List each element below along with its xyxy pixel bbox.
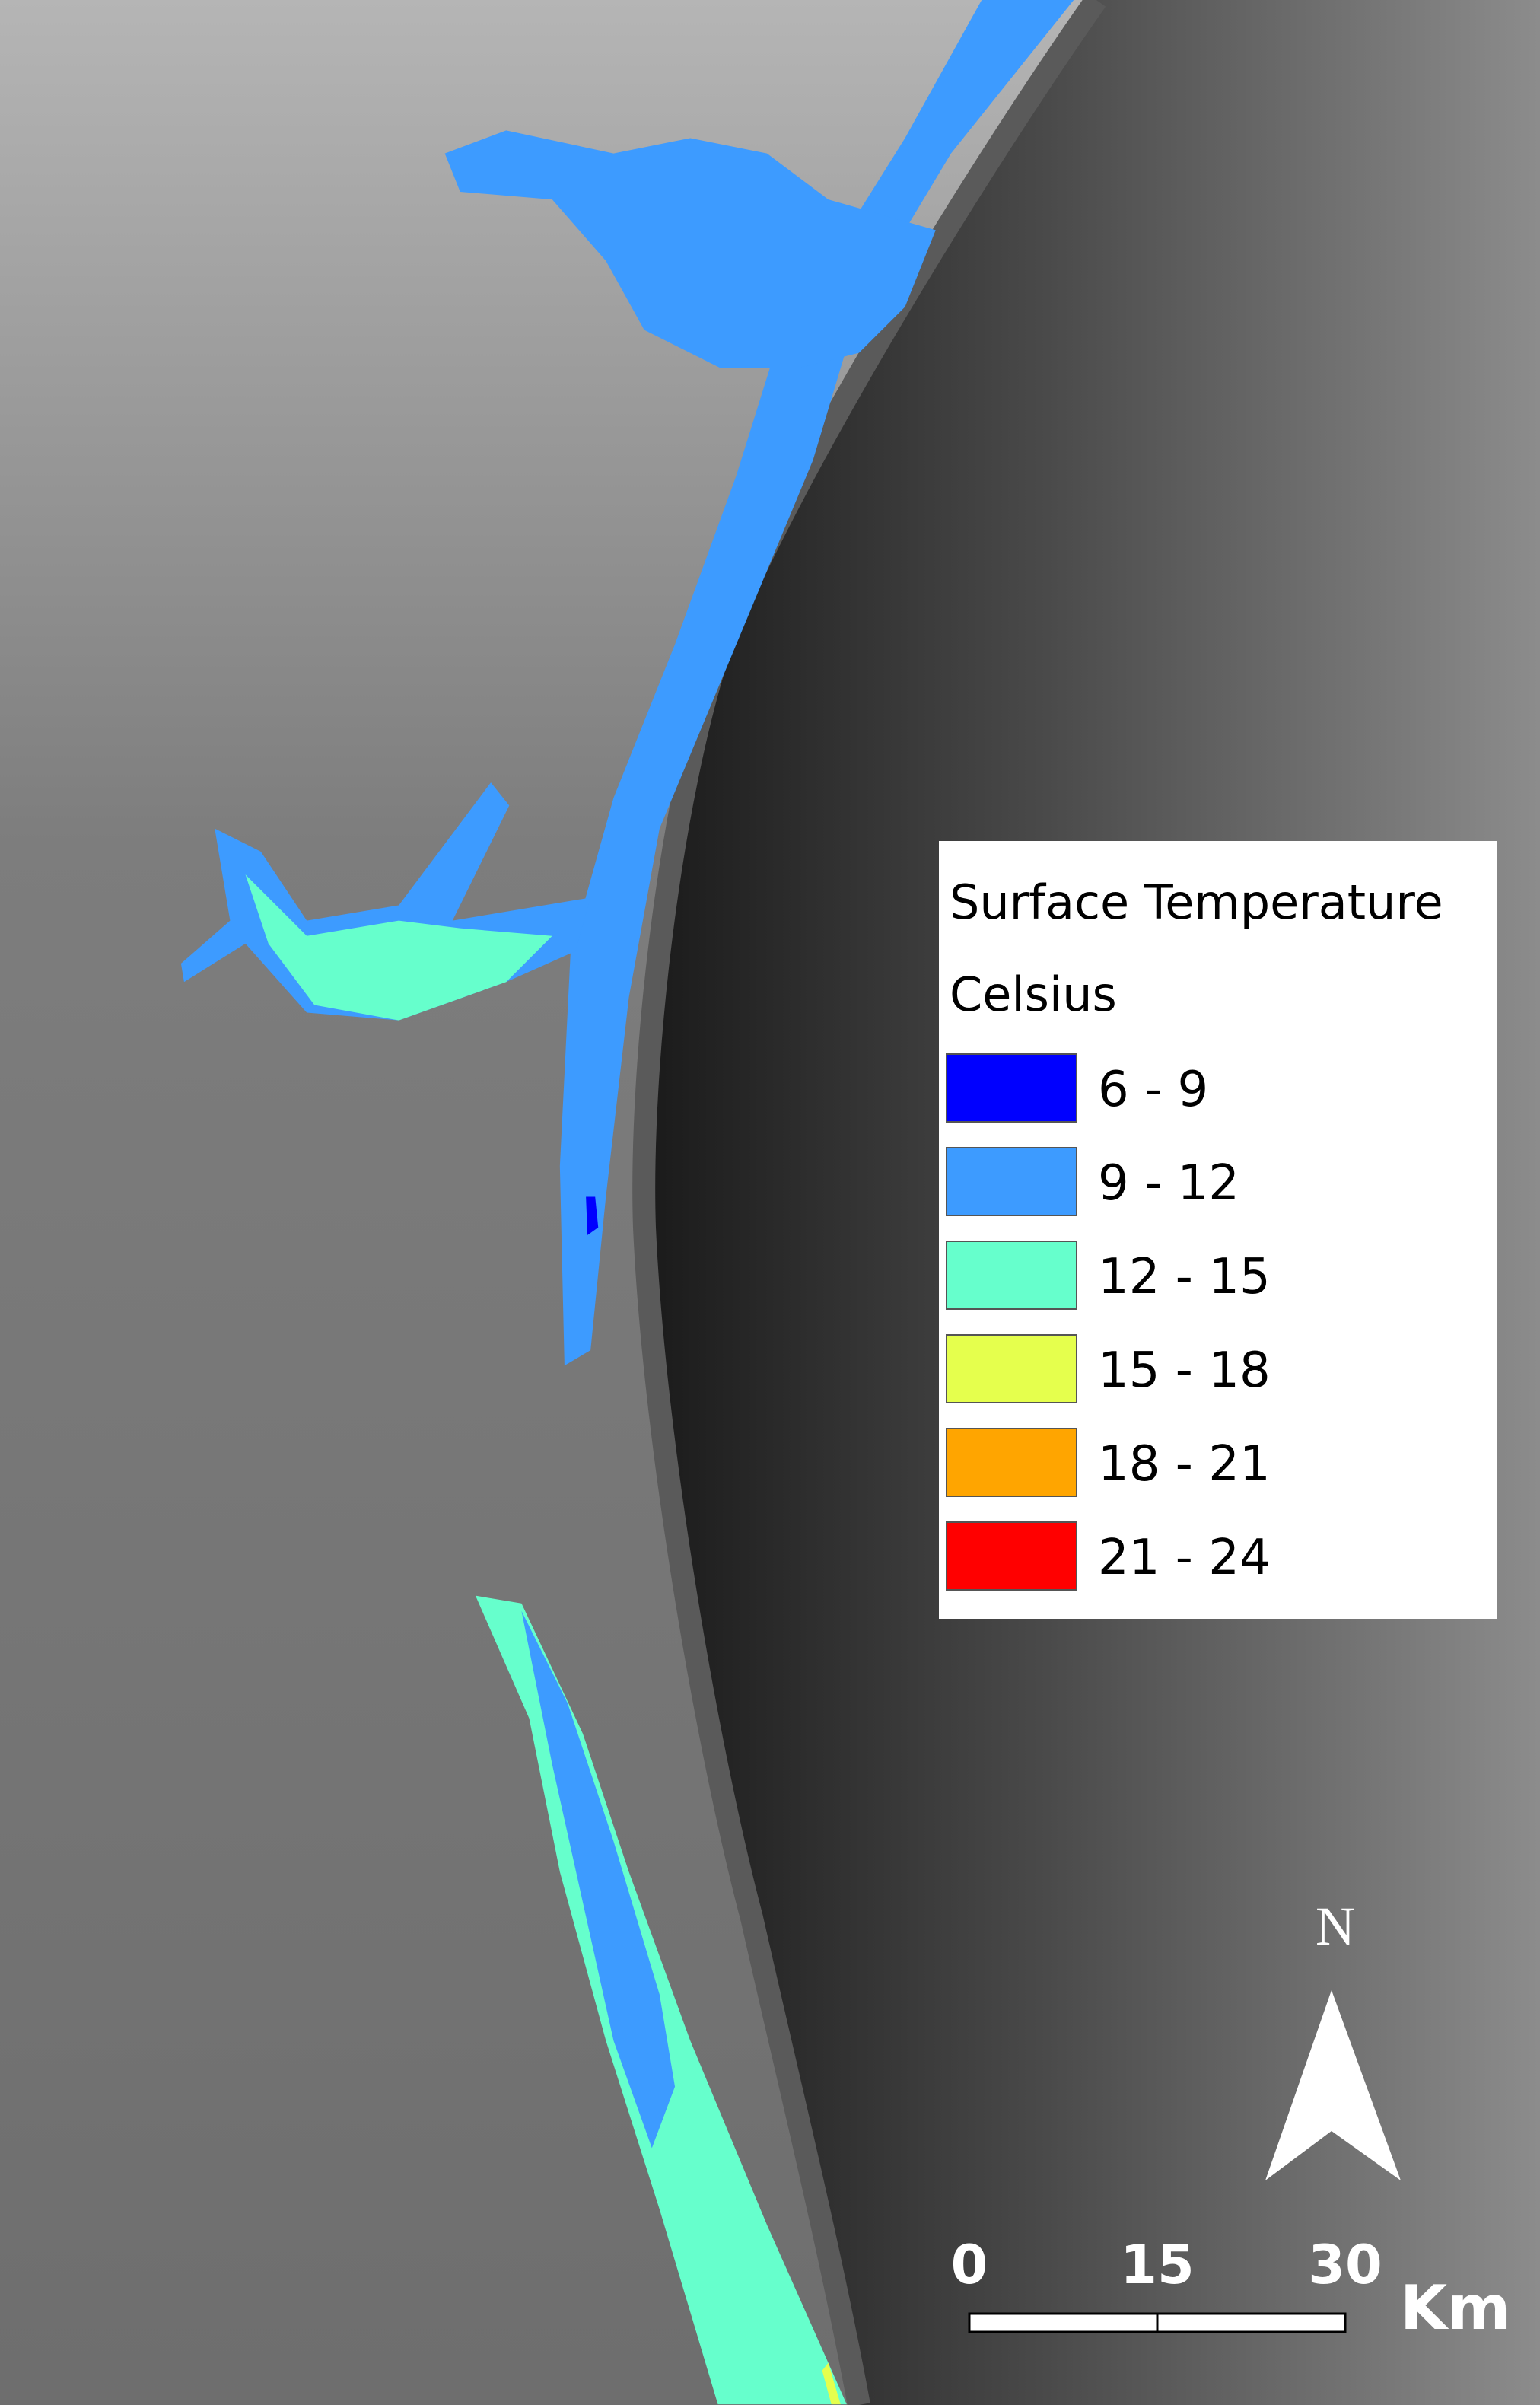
legend-label: 12 - 15 <box>1098 1249 1271 1305</box>
legend-label: 9 - 12 <box>1098 1155 1239 1212</box>
north-arrow-shape <box>1265 1990 1401 2180</box>
legend: Surface Temperature Celsius 6 - 9 9 - 12 1… <box>939 841 1497 1619</box>
legend-swatch <box>946 1241 1077 1310</box>
scale-bar: 0 15 30 Km <box>951 2234 1511 2343</box>
legend-items: 6 - 9 9 - 12 12 - 15 15 - 18 18 - 21 21 - 24 <box>946 1053 1271 1591</box>
legend-label: 15 - 18 <box>1098 1343 1271 1399</box>
legend-title: Surface Temperature <box>950 874 1443 930</box>
bay-west-warm <box>245 874 552 1021</box>
scale-unit: Km <box>1400 2273 1510 2343</box>
legend-box <box>939 841 1497 1619</box>
lagoon-south-cool <box>521 1610 676 2149</box>
legend-label: 21 - 24 <box>1098 1530 1271 1586</box>
north-label: N <box>1316 1896 1355 1957</box>
warm-spot <box>822 2362 841 2405</box>
water-bodies <box>180 0 1074 2405</box>
barrier-island <box>632 0 1106 2405</box>
north-arrow: N <box>1265 1896 1401 2180</box>
legend-subtitle: Celsius <box>950 967 1117 1022</box>
legend-swatch <box>946 1428 1077 1497</box>
legend-swatch <box>946 1147 1077 1216</box>
cold-spot <box>586 1196 599 1235</box>
legend-swatch <box>946 1521 1077 1591</box>
legend-label: 18 - 21 <box>1098 1436 1271 1492</box>
legend-label: 6 - 9 <box>1098 1062 1208 1118</box>
legend-swatch <box>946 1053 1077 1123</box>
lagoon-north <box>559 0 1074 1366</box>
scale-tick-label: 0 <box>951 2234 988 2296</box>
bay-north <box>444 130 936 368</box>
legend-swatch <box>946 1334 1077 1403</box>
scale-tick-label: 15 <box>1120 2234 1194 2296</box>
scale-tick-label: 30 <box>1308 2234 1382 2296</box>
